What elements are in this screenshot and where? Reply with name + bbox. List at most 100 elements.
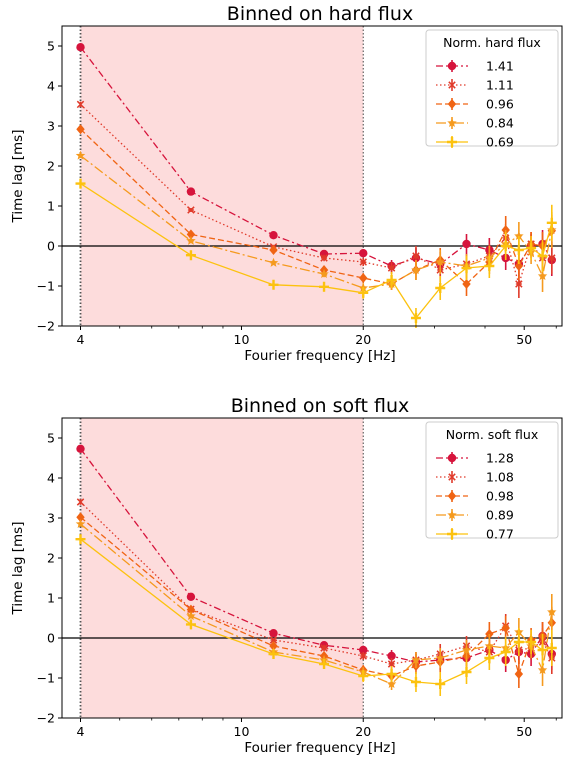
data-point: [526, 243, 537, 253]
data-point: [185, 250, 196, 261]
legend-entry: 0.69: [436, 135, 514, 150]
data-point: [319, 659, 330, 669]
legend-marker: [447, 118, 457, 128]
x-tick-label: 20: [355, 724, 371, 739]
y-tick-label: 4: [47, 471, 55, 486]
legend-label: 0.77: [486, 527, 514, 542]
data-point: [412, 252, 420, 260]
legend-entry: 0.77: [436, 527, 514, 542]
data-point: [75, 534, 86, 545]
data-point: [186, 592, 196, 601]
data-point: [76, 498, 85, 506]
data-point: [75, 150, 86, 160]
data-point: [386, 679, 397, 689]
legend-label: 1.08: [486, 470, 514, 485]
legend-marker: [447, 137, 457, 147]
data-point: [186, 604, 196, 615]
data-point: [76, 512, 85, 523]
data-point: [537, 665, 548, 675]
data-point: [513, 245, 524, 255]
data-point: [514, 261, 524, 271]
legend-box: [425, 29, 559, 147]
data-point: [500, 241, 511, 251]
y-tick-label: 5: [47, 39, 55, 54]
data-point: [269, 629, 278, 638]
data-point: [269, 636, 278, 644]
legend-marker: [448, 473, 456, 481]
legend-label: 0.96: [486, 97, 514, 112]
data-point: [319, 269, 329, 279]
legend-label: 1.11: [486, 78, 514, 93]
data-point: [186, 611, 196, 621]
data-point: [514, 231, 524, 241]
data-point: [435, 283, 446, 293]
data-point: [515, 280, 523, 288]
data-point: [548, 254, 556, 262]
data-point: [411, 655, 421, 665]
data-point: [501, 623, 510, 633]
data-point: [547, 607, 557, 617]
data-point: [186, 235, 196, 245]
data-point: [386, 669, 397, 679]
data-point: [387, 264, 396, 272]
data-point: [435, 257, 445, 267]
legend-label: 0.89: [486, 508, 514, 523]
data-point: [358, 671, 369, 681]
legend-marker: [447, 529, 457, 539]
y-tick-label: 1: [47, 199, 55, 214]
legend-label: 0.84: [486, 116, 514, 131]
legend-box: [425, 421, 559, 539]
data-point: [537, 271, 548, 281]
data-point: [269, 245, 278, 255]
y-tick-label: 4: [47, 79, 55, 94]
x-axis-label: Fourier frequency [Hz]: [244, 348, 395, 364]
x-tick-label: 10: [234, 724, 250, 739]
data-point: [526, 637, 537, 647]
x-tick-label: 4: [77, 332, 85, 347]
axes-frame: [61, 25, 563, 327]
data-point: [513, 637, 524, 647]
y-tick-label: 0: [47, 631, 55, 646]
legend-label: 0.98: [486, 489, 514, 504]
legend-title: Norm. soft flux: [446, 427, 538, 442]
y-tick-label: 0: [47, 239, 55, 254]
legend-marker: [447, 61, 457, 71]
data-point: [546, 643, 557, 653]
data-point: [435, 679, 446, 689]
data-point: [387, 660, 396, 668]
data-point: [359, 645, 368, 655]
y-tick-label: 5: [47, 431, 55, 446]
data-point: [537, 251, 548, 261]
data-point: [268, 649, 279, 659]
data-point: [359, 249, 368, 258]
data-point: [359, 258, 367, 266]
data-point: [319, 281, 330, 292]
data-point: [76, 124, 85, 135]
legend-marker: [447, 453, 457, 463]
legend-marker: [447, 491, 457, 501]
data-point: [269, 231, 278, 240]
x-tick-label: 10: [234, 332, 250, 347]
data-point: [268, 257, 279, 267]
data-point: [76, 444, 85, 453]
data-point: [462, 239, 471, 249]
x-tick-label: 50: [516, 724, 532, 739]
y-tick-label: 3: [47, 511, 55, 526]
data-point: [76, 43, 85, 52]
data-point: [185, 619, 196, 630]
data-point: [75, 519, 86, 529]
legend-marker: [447, 510, 457, 520]
data-point: [461, 667, 472, 677]
legend: Norm. soft flux 1.28 1.08 0.98 0.89 0.77: [425, 421, 559, 542]
data-point: [186, 187, 196, 196]
y-tick-label: −2: [37, 711, 55, 726]
data-point: [359, 273, 368, 283]
legend-entry: 1.11: [436, 78, 514, 93]
data-point: [500, 647, 511, 657]
y-axis-label: Time lag [ms]: [10, 130, 26, 224]
chart-title: Binned on soft flux: [231, 395, 410, 417]
legend-marker: [448, 81, 456, 89]
data-point: [435, 653, 445, 663]
data-point: [537, 645, 548, 655]
legend-marker: [447, 99, 457, 109]
